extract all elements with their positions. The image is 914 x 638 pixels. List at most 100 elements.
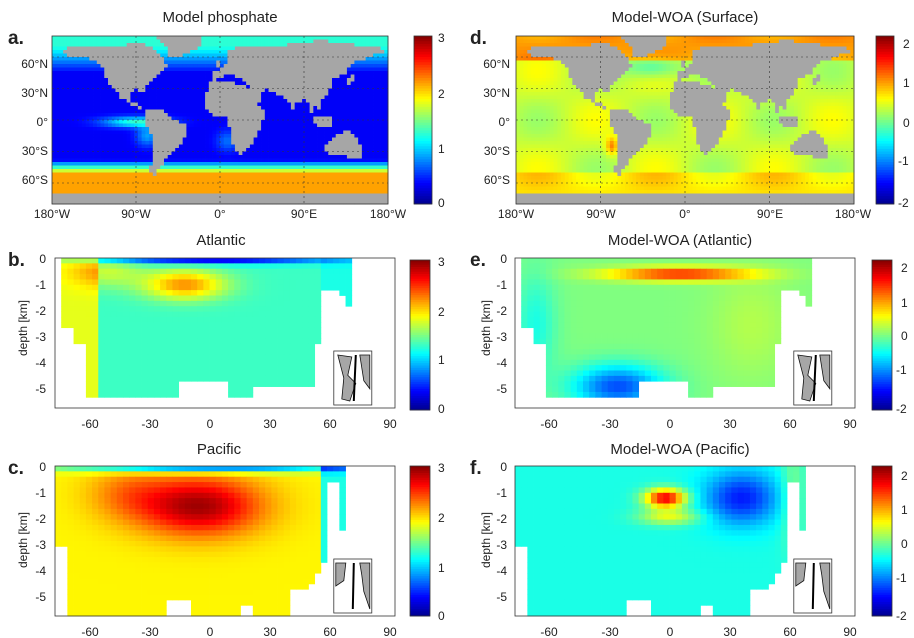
ocean-cell xyxy=(220,60,225,65)
ocean-cell xyxy=(313,148,318,152)
ocean-cell xyxy=(373,64,378,68)
land-cell xyxy=(115,71,120,75)
land-cell xyxy=(167,137,172,142)
land-cell xyxy=(609,46,615,51)
land-cell xyxy=(542,46,547,51)
ocean-cell xyxy=(365,151,370,156)
ocean-cell xyxy=(283,172,288,177)
ocean-cell xyxy=(100,134,105,138)
land-cell xyxy=(164,200,169,205)
land-cell xyxy=(242,60,247,65)
ocean-cell xyxy=(197,53,202,58)
ocean-cell xyxy=(78,99,83,103)
land-cell xyxy=(134,193,139,198)
ocean-cell xyxy=(335,162,340,166)
ocean-cell xyxy=(201,158,206,163)
land-cell xyxy=(568,57,573,61)
ocean-cell xyxy=(167,169,172,173)
land-cell xyxy=(234,92,240,96)
ocean-cell xyxy=(78,179,83,184)
land-cell xyxy=(343,46,348,51)
land-cell xyxy=(335,193,340,198)
ocean-cell xyxy=(182,186,187,191)
land-cell xyxy=(305,74,310,79)
ocean-cell xyxy=(343,106,348,110)
ocean-cell xyxy=(201,144,206,149)
ocean-cell xyxy=(276,148,281,152)
ocean-cell xyxy=(279,183,284,187)
land-cell xyxy=(718,53,723,58)
ocean-cell xyxy=(223,78,228,82)
ocean-cell xyxy=(78,109,83,114)
ocean-cell xyxy=(193,57,198,61)
ocean-cell xyxy=(78,155,83,159)
ocean-cell xyxy=(346,85,352,89)
land-cell xyxy=(827,50,832,54)
ocean-cell xyxy=(193,85,198,89)
ocean-cell xyxy=(294,127,299,131)
ocean-cell xyxy=(115,172,120,177)
land-cell xyxy=(257,116,262,121)
land-cell xyxy=(305,197,310,201)
ocean-cell xyxy=(182,141,187,145)
ocean-cell xyxy=(201,36,206,40)
ocean-cell xyxy=(703,43,708,47)
land-cell xyxy=(752,46,757,51)
ocean-cell xyxy=(160,43,165,47)
land-cell xyxy=(130,71,135,75)
ocean-cell xyxy=(149,39,154,44)
ocean-cell xyxy=(361,81,366,86)
ocean-cell xyxy=(261,134,266,138)
ocean-cell xyxy=(294,116,299,121)
ocean-cell xyxy=(317,172,322,177)
land-cell xyxy=(324,123,329,128)
ocean-cell xyxy=(358,113,363,117)
ocean-cell xyxy=(212,50,217,54)
ocean-cell xyxy=(130,141,135,145)
land-cell xyxy=(93,50,98,54)
land-cell xyxy=(361,193,366,198)
ocean-cell xyxy=(130,99,135,103)
colorbar-segment xyxy=(414,104,432,108)
land-cell xyxy=(130,102,135,107)
land-cell xyxy=(178,197,184,201)
ocean-cell xyxy=(89,95,94,100)
ocean-cell xyxy=(276,186,281,191)
land-cell xyxy=(156,53,161,58)
ocean-cell xyxy=(272,99,277,103)
ocean-cell xyxy=(339,113,344,117)
ocean-cell xyxy=(276,172,281,177)
ocean-cell xyxy=(171,190,176,194)
ocean-cell xyxy=(579,39,584,44)
land-cell xyxy=(238,46,243,51)
ocean-cell xyxy=(283,127,288,131)
ocean-cell xyxy=(350,109,355,114)
ocean-cell xyxy=(193,81,198,86)
ocean-cell xyxy=(272,162,277,166)
ocean-cell xyxy=(361,116,366,121)
ocean-cell xyxy=(171,158,176,163)
ocean-cell xyxy=(320,162,325,166)
ocean-cell xyxy=(621,39,626,44)
ocean-cell xyxy=(346,36,352,40)
ocean-cell xyxy=(149,106,154,110)
ocean-cell xyxy=(164,57,169,61)
ocean-cell xyxy=(93,39,98,44)
ocean-cell xyxy=(305,102,310,107)
land-cell xyxy=(167,141,172,145)
land-cell xyxy=(264,78,269,82)
ocean-cell xyxy=(212,141,217,145)
ocean-cell xyxy=(722,36,727,40)
ocean-cell xyxy=(96,85,101,89)
ocean-cell xyxy=(149,158,154,163)
ocean-cell xyxy=(178,67,184,72)
ocean-cell xyxy=(373,67,378,72)
land-cell xyxy=(119,50,124,54)
ocean-cell xyxy=(305,155,310,159)
land-cell xyxy=(324,116,329,121)
ocean-cell xyxy=(339,88,344,93)
ocean-cell xyxy=(96,71,101,75)
ocean-cell xyxy=(358,162,363,166)
ocean-cell xyxy=(354,127,359,131)
land-cell xyxy=(309,60,314,65)
